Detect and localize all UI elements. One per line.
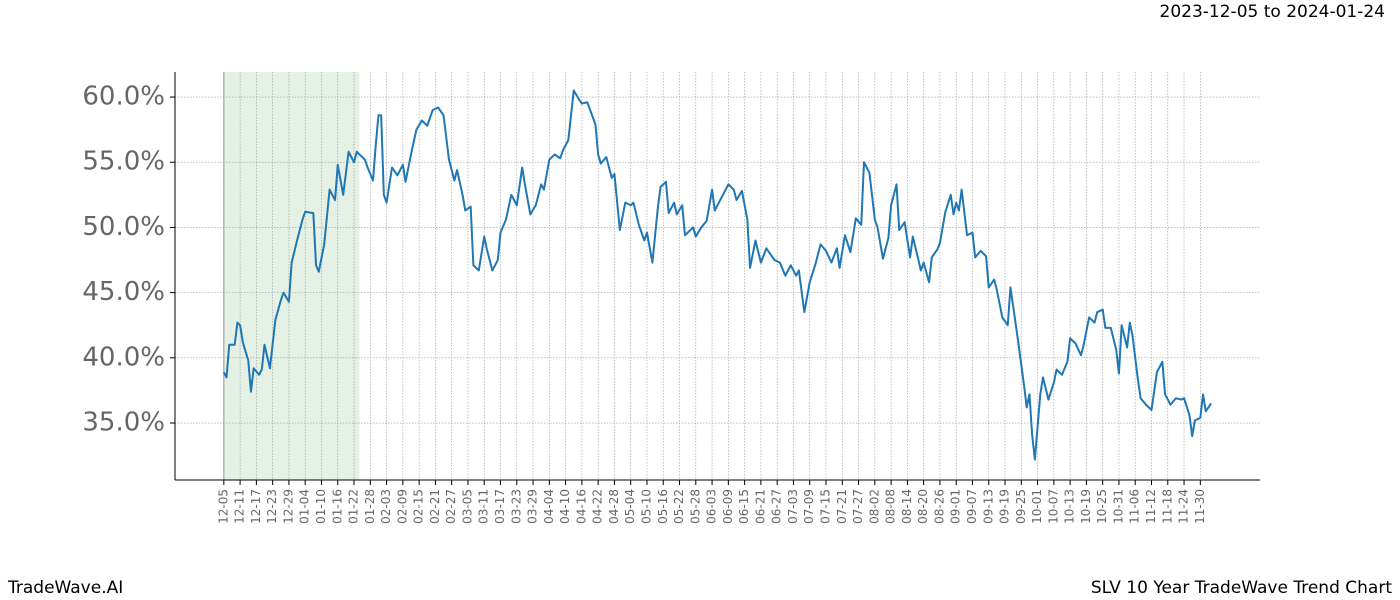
x-tick-label: 10-01	[1030, 489, 1044, 524]
x-tick-label: 02-15	[412, 489, 426, 524]
x-tick-label: 09-01	[949, 489, 963, 524]
x-tick-label: 05-16	[656, 489, 670, 524]
x-tick-label: 02-21	[428, 489, 442, 524]
x-tick-label: 10-31	[1111, 489, 1125, 524]
x-tick-label: 12-23	[265, 489, 279, 524]
y-tick-label: 40.0%	[82, 342, 165, 372]
x-tick-label: 03-11	[477, 489, 491, 524]
x-tick-label: 09-19	[998, 489, 1012, 524]
y-tick-label: 45.0%	[82, 277, 165, 307]
x-tick-label: 11-06	[1128, 489, 1142, 524]
x-tick-label: 06-03	[705, 489, 719, 524]
x-tick-label: 12-11	[233, 489, 247, 524]
caption: SLV 10 Year TradeWave Trend Chart	[1091, 578, 1392, 598]
x-tick-label: 10-25	[1095, 489, 1109, 524]
x-tick-label: 01-28	[363, 489, 377, 524]
x-tick-label: 11-12	[1144, 489, 1158, 524]
x-tick-label: 09-07	[965, 489, 979, 524]
brand: TradeWave.AI	[7, 578, 123, 598]
trend-line	[222, 89, 1212, 461]
x-tick-label: 02-09	[395, 489, 409, 524]
x-tick-label: 02-03	[379, 489, 393, 524]
x-tick-label: 07-15	[819, 489, 833, 524]
y-tick-label: 50.0%	[82, 212, 165, 242]
x-tick-label: 06-09	[721, 489, 735, 524]
x-tick-label: 08-08	[884, 489, 898, 524]
x-tick-label: 05-22	[672, 489, 686, 524]
x-tick-label: 03-29	[526, 489, 540, 524]
x-tick-label: 04-28	[607, 489, 621, 524]
axis-layer: 35.0% 40.0% 45.0% 50.0% 55.0% 60.0% 12-05 12-11…	[82, 72, 1260, 524]
x-tick-label: 08-26	[932, 489, 946, 524]
y-tick-label: 55.0%	[82, 147, 165, 177]
x-tick-label: 05-28	[688, 489, 702, 524]
x-tick-label: 10-13	[1063, 489, 1077, 524]
x-tick-label: 06-15	[737, 489, 751, 524]
x-tick-label: 04-10	[558, 489, 572, 524]
date-range: 2023-12-05 to 2024-01-24	[1160, 2, 1385, 22]
x-tick-label: 04-16	[574, 489, 588, 524]
x-tick-label: 01-10	[314, 489, 328, 524]
x-tick-label: 05-10	[639, 489, 653, 524]
x-tick-label: 10-07	[1046, 489, 1060, 524]
x-tick-label: 02-27	[444, 489, 458, 524]
x-tick-label: 12-05	[216, 489, 230, 524]
x-tick-label: 07-09	[802, 489, 816, 524]
x-tick-label: 03-23	[509, 489, 523, 524]
x-tick-label: 01-22	[347, 489, 361, 524]
x-tick-label: 01-04	[298, 489, 312, 524]
x-tick-label: 09-25	[1014, 489, 1028, 524]
x-tick-label: 12-29	[281, 489, 295, 524]
x-tick-label: 11-30	[1193, 489, 1207, 524]
x-tick-label: 01-16	[330, 489, 344, 524]
x-tick-label: 10-19	[1079, 489, 1093, 524]
x-tick-label: 08-14	[900, 489, 914, 524]
x-tick-label: 08-20	[916, 489, 930, 524]
x-tick-label: 08-02	[867, 489, 881, 524]
x-tick-label: 07-27	[851, 489, 865, 524]
x-tick-label: 11-18	[1160, 489, 1174, 524]
grid-layer	[175, 72, 1260, 480]
x-tick-label: 06-21	[753, 489, 767, 524]
x-tick-label: 03-05	[460, 489, 474, 524]
x-tick-label: 06-27	[770, 489, 784, 524]
x-tick-label: 04-22	[591, 489, 605, 524]
x-tick-label: 11-24	[1177, 489, 1191, 524]
x-tick-label: 05-04	[623, 489, 637, 524]
x-tick-label: 07-21	[835, 489, 849, 524]
x-tick-label: 09-13	[981, 489, 995, 524]
x-tick-label: 12-17	[249, 489, 263, 524]
x-tick-label: 03-17	[493, 489, 507, 524]
x-tick-label: 04-04	[542, 489, 556, 524]
x-tick-label: 07-03	[786, 489, 800, 524]
mark-layer	[222, 89, 1212, 461]
y-tick-label: 35.0%	[82, 408, 165, 438]
y-tick-label: 60.0%	[82, 82, 165, 112]
